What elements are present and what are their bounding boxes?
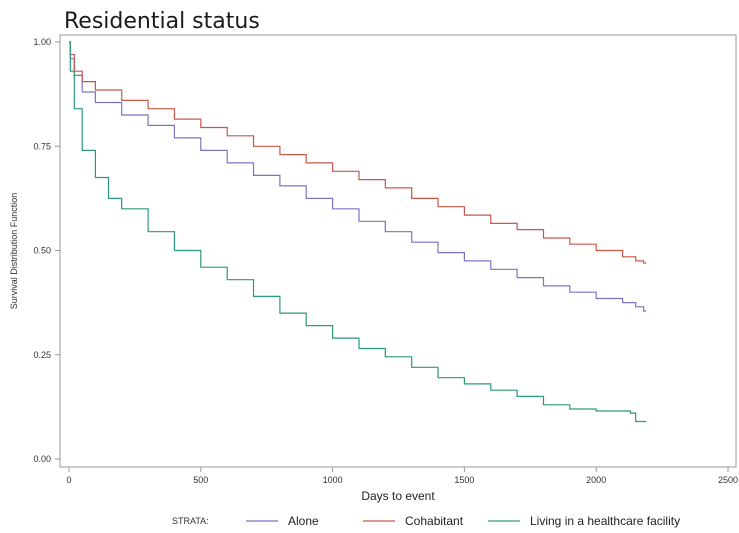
y-axis-label: Survival Distribution Function xyxy=(9,193,19,310)
series-layer xyxy=(69,41,647,423)
x-tick-label: 500 xyxy=(193,475,208,485)
y-tick-label: 1.00 xyxy=(33,37,51,47)
y-tick-label: 0.00 xyxy=(33,454,51,464)
y-tick-label: 0.75 xyxy=(33,141,51,151)
legend: STRATA: Alone Cohabitant Living in a healt… xyxy=(172,514,680,528)
x-axis: 0 500 1000 1500 2000 2500 xyxy=(66,467,738,485)
x-tick-label: 2000 xyxy=(586,475,606,485)
x-tick-label: 1500 xyxy=(454,475,474,485)
series-line-living-in-a-healthcare-facility xyxy=(69,41,647,423)
y-tick-label: 0.50 xyxy=(33,246,51,256)
y-axis: 0.00 0.25 0.50 0.75 1.00 xyxy=(33,37,60,464)
legend-label-living-in-a-healthcare-facility: Living in a healthcare facility xyxy=(530,514,680,528)
legend-label-alone: Alone xyxy=(288,514,319,528)
x-tick-label: 1000 xyxy=(323,475,343,485)
series-line-cohabitant xyxy=(69,41,647,264)
series-line-alone xyxy=(69,41,647,312)
plot-frame xyxy=(59,34,737,468)
x-tick-label: 0 xyxy=(66,475,71,485)
chart-title: Residential status xyxy=(64,9,260,34)
x-tick-label: 2500 xyxy=(718,475,738,485)
x-axis-label: Days to event xyxy=(361,489,435,503)
legend-title: STRATA: xyxy=(172,516,209,526)
y-tick-label: 0.25 xyxy=(33,350,51,360)
legend-label-cohabitant: Cohabitant xyxy=(405,514,464,528)
